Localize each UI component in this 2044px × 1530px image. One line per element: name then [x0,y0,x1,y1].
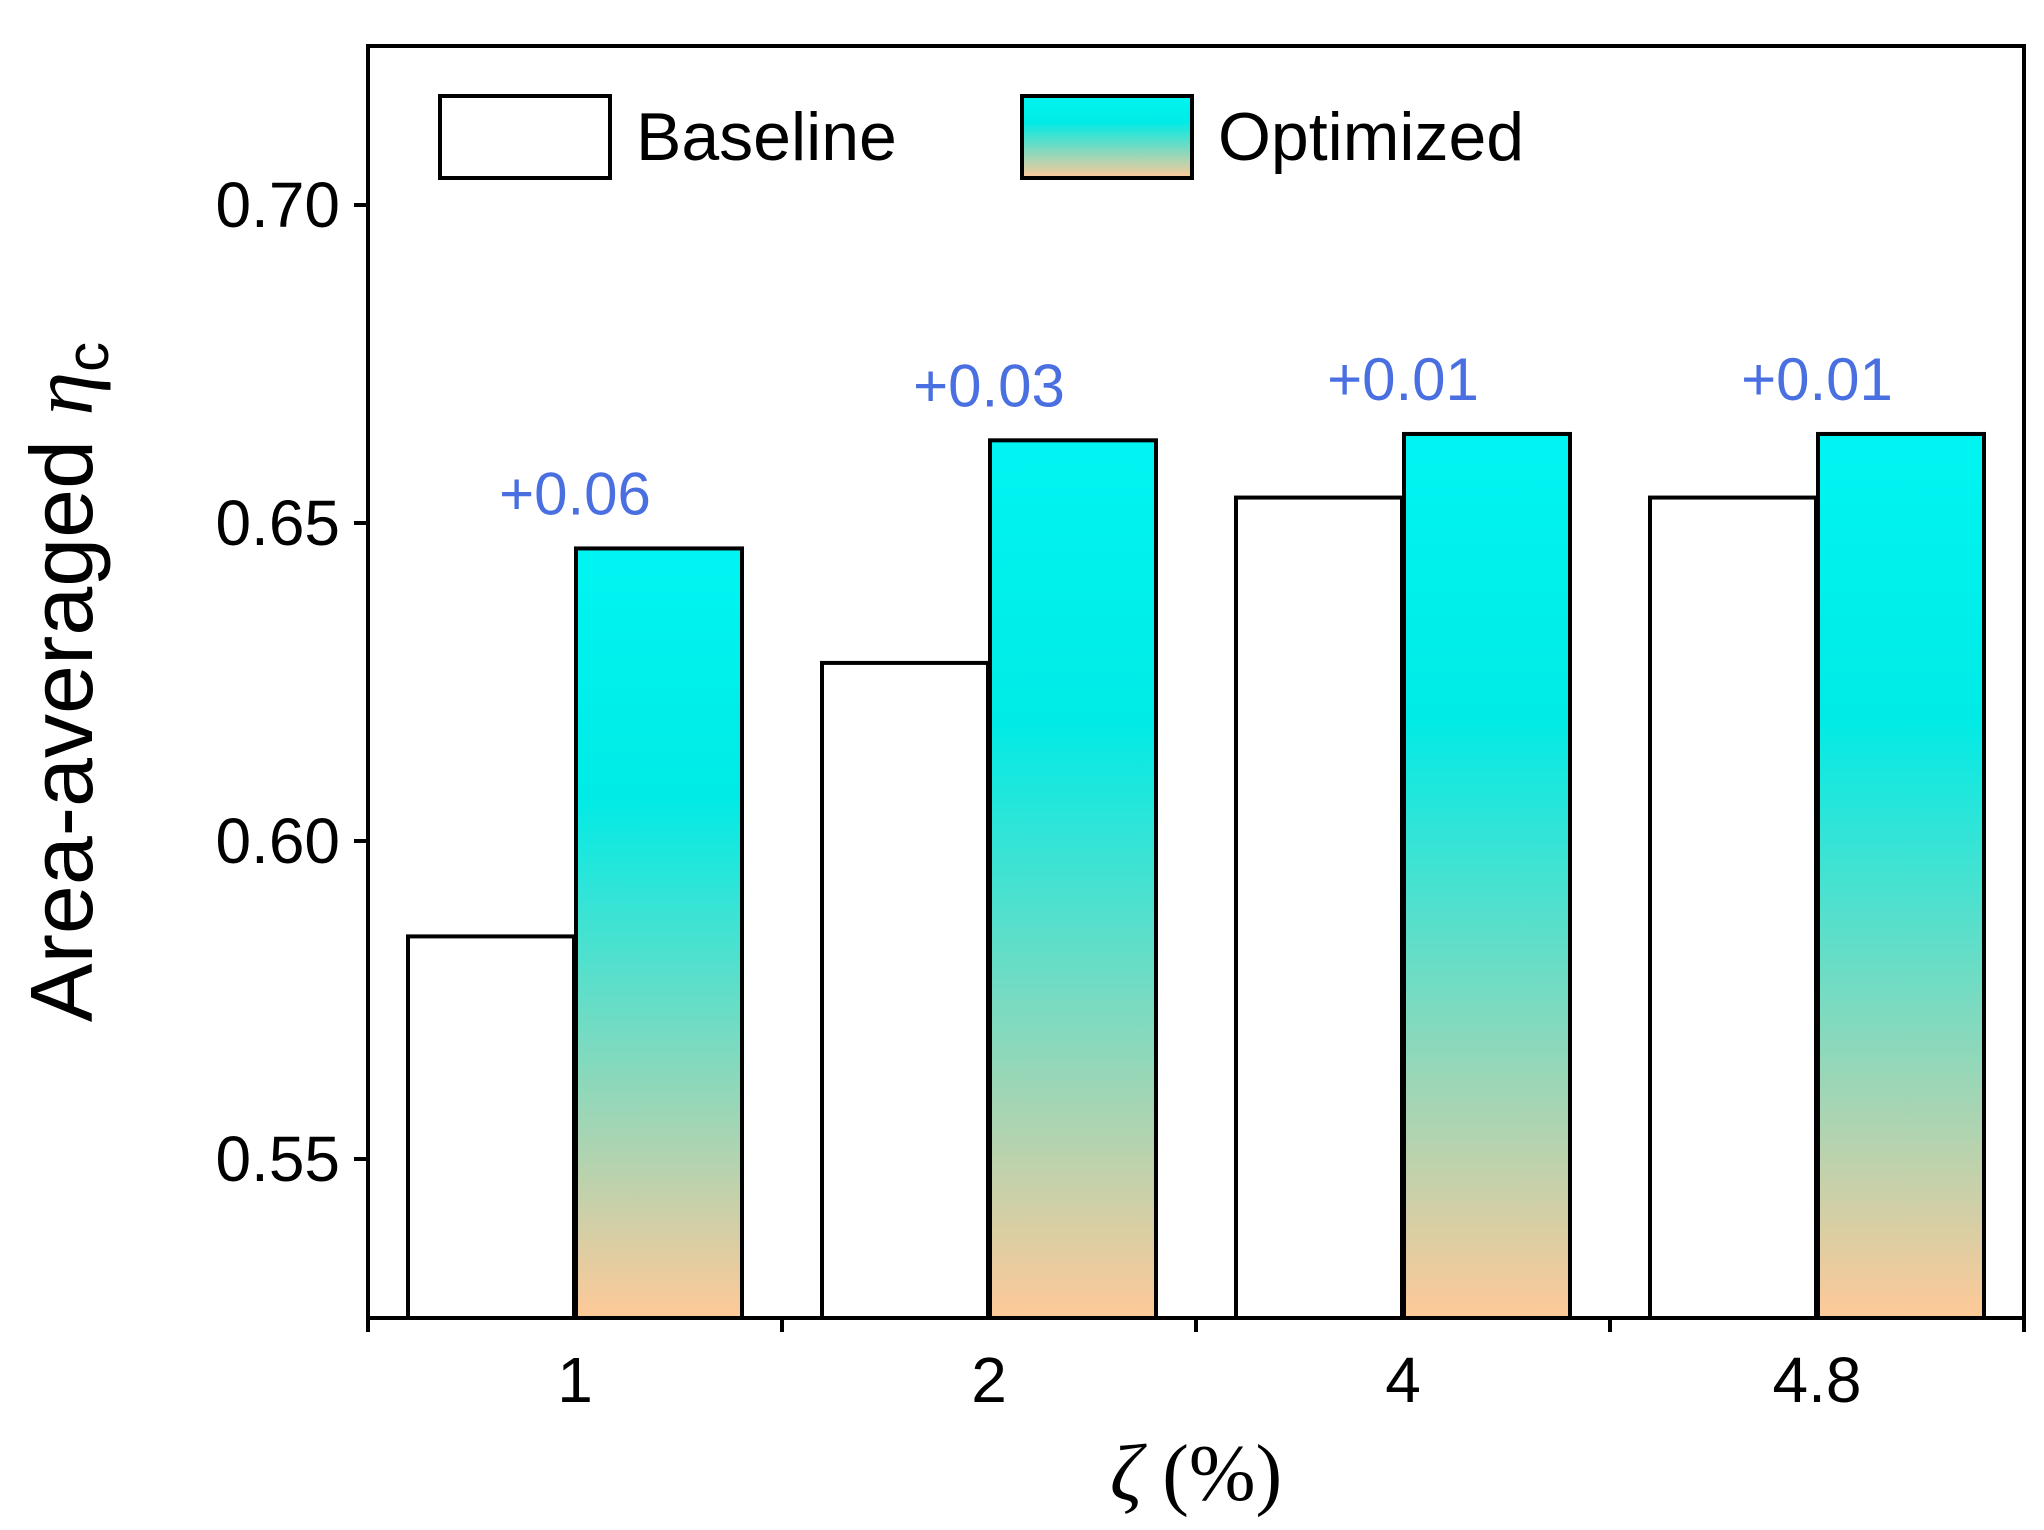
delta-annotation-4: +0.01 [1741,346,1893,413]
x-axis-label: ζ (%) [1110,1430,1282,1518]
y-axis-label-subscript: c [54,342,121,372]
bar-optimized-4 [1816,431,1986,1320]
y-tick-label-4: 0.70 [215,169,340,241]
bar-optimized-1 [574,546,744,1320]
bar-optimized-3 [1402,431,1572,1320]
x-tick-label-1: 1 [557,1344,593,1416]
delta-annotation-2: +0.03 [913,352,1065,419]
x-axis-label-symbol: ζ [1110,1430,1147,1518]
x-axis-label-text: (%) [1142,1430,1282,1518]
bar-baseline-4 [1648,495,1818,1320]
y-axis-label-symbol: η [15,372,112,416]
bar-baseline-1 [406,934,576,1321]
y-axis-label: Area-averaged ηc [12,342,121,1022]
bars-group [406,431,1986,1321]
legend-label-optimized: Optimized [1218,99,1524,175]
legend-label-baseline: Baseline [636,99,897,175]
x-tick-label-4: 4.8 [1773,1344,1862,1416]
bar-baseline-2 [820,660,990,1320]
delta-annotation-1: +0.06 [499,460,651,527]
x-tick-label-2: 2 [971,1344,1007,1416]
y-axis-label-text: Area-averaged [12,416,111,1023]
bar-optimized-2 [988,438,1158,1320]
y-axis: 0.55 0.60 0.65 0.70 [215,169,368,1195]
x-axis: 1 2 4 4.8 [366,1318,2026,1416]
legend-swatch-optimized [1020,94,1194,180]
y-tick-label-1: 0.55 [215,1123,340,1195]
bar-baseline-3 [1234,495,1404,1320]
annotations-group: +0.06 +0.03 +0.01 +0.01 [499,346,1893,527]
y-tick-label-2: 0.60 [215,805,340,877]
delta-annotation-3: +0.01 [1327,346,1479,413]
x-tick-label-3: 4 [1385,1344,1421,1416]
y-tick-label-3: 0.65 [215,487,340,559]
legend: Baseline Optimized [438,94,1524,180]
legend-swatch-baseline [438,94,612,180]
